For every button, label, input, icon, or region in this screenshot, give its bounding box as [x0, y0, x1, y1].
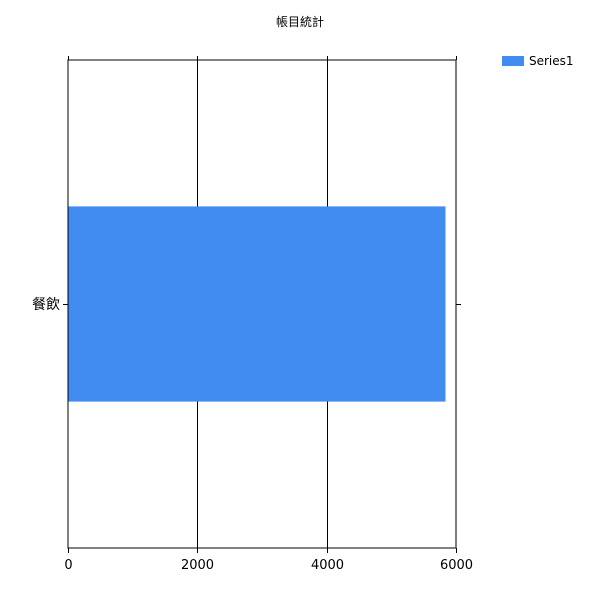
- chart-title: 帳目統計: [276, 14, 324, 29]
- x-tick-label-6000: 6000: [440, 558, 473, 573]
- legend-swatch-series1: [502, 56, 524, 66]
- x-tick-label-4000: 4000: [311, 558, 344, 573]
- legend: Series1: [502, 54, 574, 68]
- x-tick-label-2000: 2000: [181, 558, 214, 573]
- y-axis-ticks: 餐飲: [32, 297, 461, 313]
- category-label-1: 餐飲: [32, 297, 60, 313]
- x-tick-label-0: 0: [64, 558, 72, 573]
- bars: [68, 206, 446, 402]
- legend-label-series1: Series1: [529, 54, 574, 68]
- x-axis-ticks: 0 2000 4000 6000: [64, 56, 473, 573]
- bar-1: [68, 206, 446, 402]
